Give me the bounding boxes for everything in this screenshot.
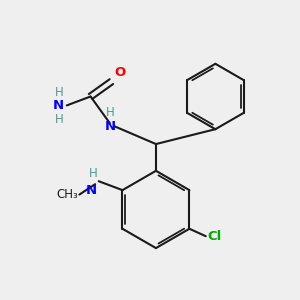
Text: H: H xyxy=(106,106,114,119)
Text: N: N xyxy=(86,184,97,197)
Text: N: N xyxy=(53,99,64,112)
Text: O: O xyxy=(114,66,126,79)
Text: N: N xyxy=(104,120,116,133)
Text: H: H xyxy=(88,167,97,180)
Text: H: H xyxy=(55,113,64,126)
Text: Cl: Cl xyxy=(207,230,221,243)
Text: H: H xyxy=(55,86,64,100)
Text: CH₃: CH₃ xyxy=(56,188,78,201)
